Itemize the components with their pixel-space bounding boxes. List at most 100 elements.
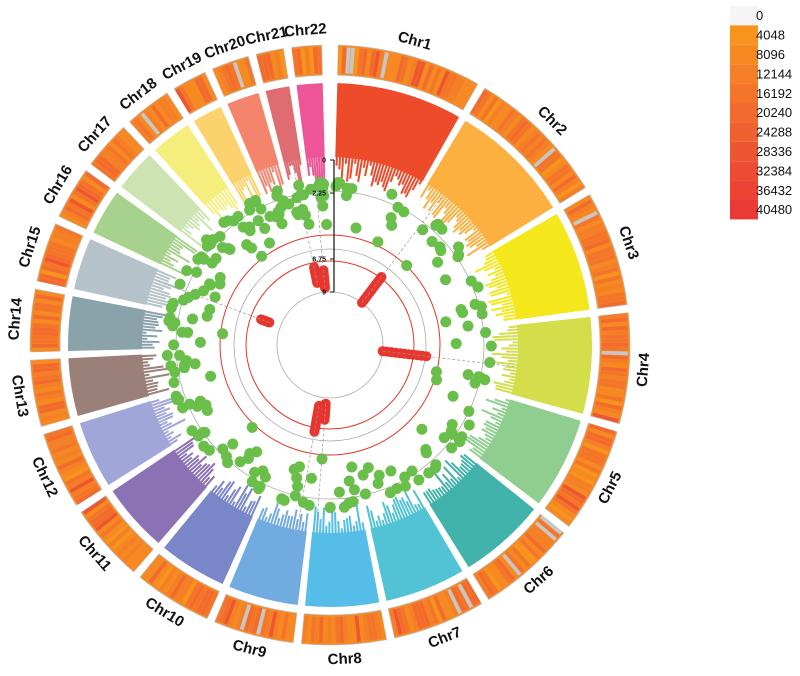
density-bin xyxy=(519,538,540,560)
density-bin xyxy=(594,405,621,415)
density-bin xyxy=(520,131,541,153)
snp-point xyxy=(455,303,467,315)
density-bin xyxy=(31,343,59,348)
snp-peak xyxy=(455,211,467,223)
snp-peak xyxy=(315,511,320,535)
density-bin xyxy=(182,84,199,109)
density-bin xyxy=(600,374,627,381)
snp-peak xyxy=(404,491,418,515)
density-bin xyxy=(117,535,139,557)
density-bin xyxy=(331,616,336,643)
snp-point xyxy=(169,317,181,329)
density-bin xyxy=(581,230,607,244)
snp-peak xyxy=(484,433,496,441)
snp-peak xyxy=(391,504,401,523)
density-bin xyxy=(600,370,627,377)
snp-peak xyxy=(464,223,477,235)
density-bin xyxy=(596,283,623,293)
density-bin xyxy=(148,560,168,584)
density-bin xyxy=(32,331,59,336)
legend-value: 12144 xyxy=(756,66,792,81)
density-bin xyxy=(600,313,627,320)
density-bin xyxy=(380,52,389,79)
snp-point xyxy=(255,203,267,215)
legend-swatch xyxy=(730,103,758,123)
snp-peak xyxy=(160,418,186,433)
snp-peak xyxy=(272,508,281,527)
density-bin xyxy=(368,50,377,77)
snp-point xyxy=(317,182,329,194)
snp-peak xyxy=(261,167,273,193)
density-bin xyxy=(337,47,343,74)
snp-peak xyxy=(441,473,456,489)
density-bin xyxy=(581,445,607,459)
snp-peak xyxy=(499,331,520,335)
snp-peak xyxy=(383,165,395,192)
density-bin xyxy=(447,588,462,614)
chromosome-label-Chr20: Chr20 xyxy=(202,32,248,62)
snp-peak xyxy=(141,367,168,374)
density-bin xyxy=(601,330,628,335)
density-bin xyxy=(186,82,203,107)
density-bin xyxy=(432,68,446,95)
chromosome-label-Chr15: Chr15 xyxy=(15,224,44,270)
density-bin xyxy=(507,548,528,571)
density-bin xyxy=(364,49,372,76)
snp-peak xyxy=(422,187,439,210)
snp-point xyxy=(372,478,384,490)
snp-peak xyxy=(340,155,345,181)
chromosome-label-Chr22: Chr22 xyxy=(284,20,328,40)
snp-peak xyxy=(495,310,518,317)
snp-peak xyxy=(144,301,163,308)
density-bin xyxy=(252,607,263,634)
snp-peak xyxy=(501,307,517,313)
density-bin xyxy=(499,111,519,135)
snp-peak xyxy=(394,167,401,177)
legend-swatch xyxy=(730,161,758,181)
snp-peak xyxy=(155,268,177,280)
snp-peak xyxy=(145,298,171,307)
density-bin xyxy=(106,144,129,166)
density-bin xyxy=(43,261,70,272)
density-bin xyxy=(480,96,499,121)
density-bin xyxy=(51,441,77,455)
legend-swatch xyxy=(730,25,758,45)
density-bin xyxy=(327,616,332,643)
snp-peak xyxy=(146,387,170,396)
density-bin xyxy=(410,60,422,87)
density-bin xyxy=(184,582,201,608)
density-bin xyxy=(516,540,537,563)
snp-peak xyxy=(172,436,196,454)
sector-Chr14 xyxy=(67,296,146,351)
density-bin xyxy=(125,543,147,565)
snp-point xyxy=(438,432,450,444)
density-bin xyxy=(595,279,622,289)
density-bin xyxy=(425,598,439,624)
density-bin xyxy=(347,616,353,643)
snp-peak xyxy=(501,300,516,306)
snp-point xyxy=(209,291,221,303)
snp-peak xyxy=(394,496,407,520)
snp-peak xyxy=(148,286,170,296)
density-bin xyxy=(600,317,628,324)
density-bin xyxy=(353,48,360,75)
density-bin xyxy=(440,592,455,618)
snp-peak xyxy=(365,505,374,531)
snp-point xyxy=(184,398,196,410)
snp-peak xyxy=(227,486,242,507)
snp-point xyxy=(305,472,317,484)
density-bin xyxy=(464,579,481,605)
density-bin xyxy=(219,597,233,624)
density-bin xyxy=(579,226,605,241)
snp-peak xyxy=(263,516,268,524)
density-bin xyxy=(598,385,625,394)
snp-point xyxy=(271,185,283,197)
snp-peak xyxy=(267,165,276,185)
snp-peak xyxy=(315,155,320,182)
snp-peak xyxy=(345,518,350,535)
density-bin xyxy=(235,603,248,629)
snp-peak xyxy=(449,478,459,487)
snp-peak xyxy=(492,407,508,415)
snp-peak xyxy=(357,157,364,183)
density-bin xyxy=(576,456,602,471)
